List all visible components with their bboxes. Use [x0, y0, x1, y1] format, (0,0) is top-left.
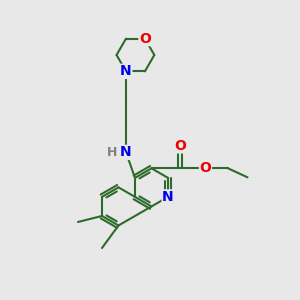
- Text: N: N: [120, 146, 132, 159]
- Text: O: O: [139, 32, 151, 46]
- Text: O: O: [174, 139, 186, 153]
- Text: O: O: [200, 161, 211, 175]
- Text: N: N: [120, 64, 132, 78]
- Text: N: N: [162, 190, 174, 204]
- Text: H: H: [107, 146, 118, 159]
